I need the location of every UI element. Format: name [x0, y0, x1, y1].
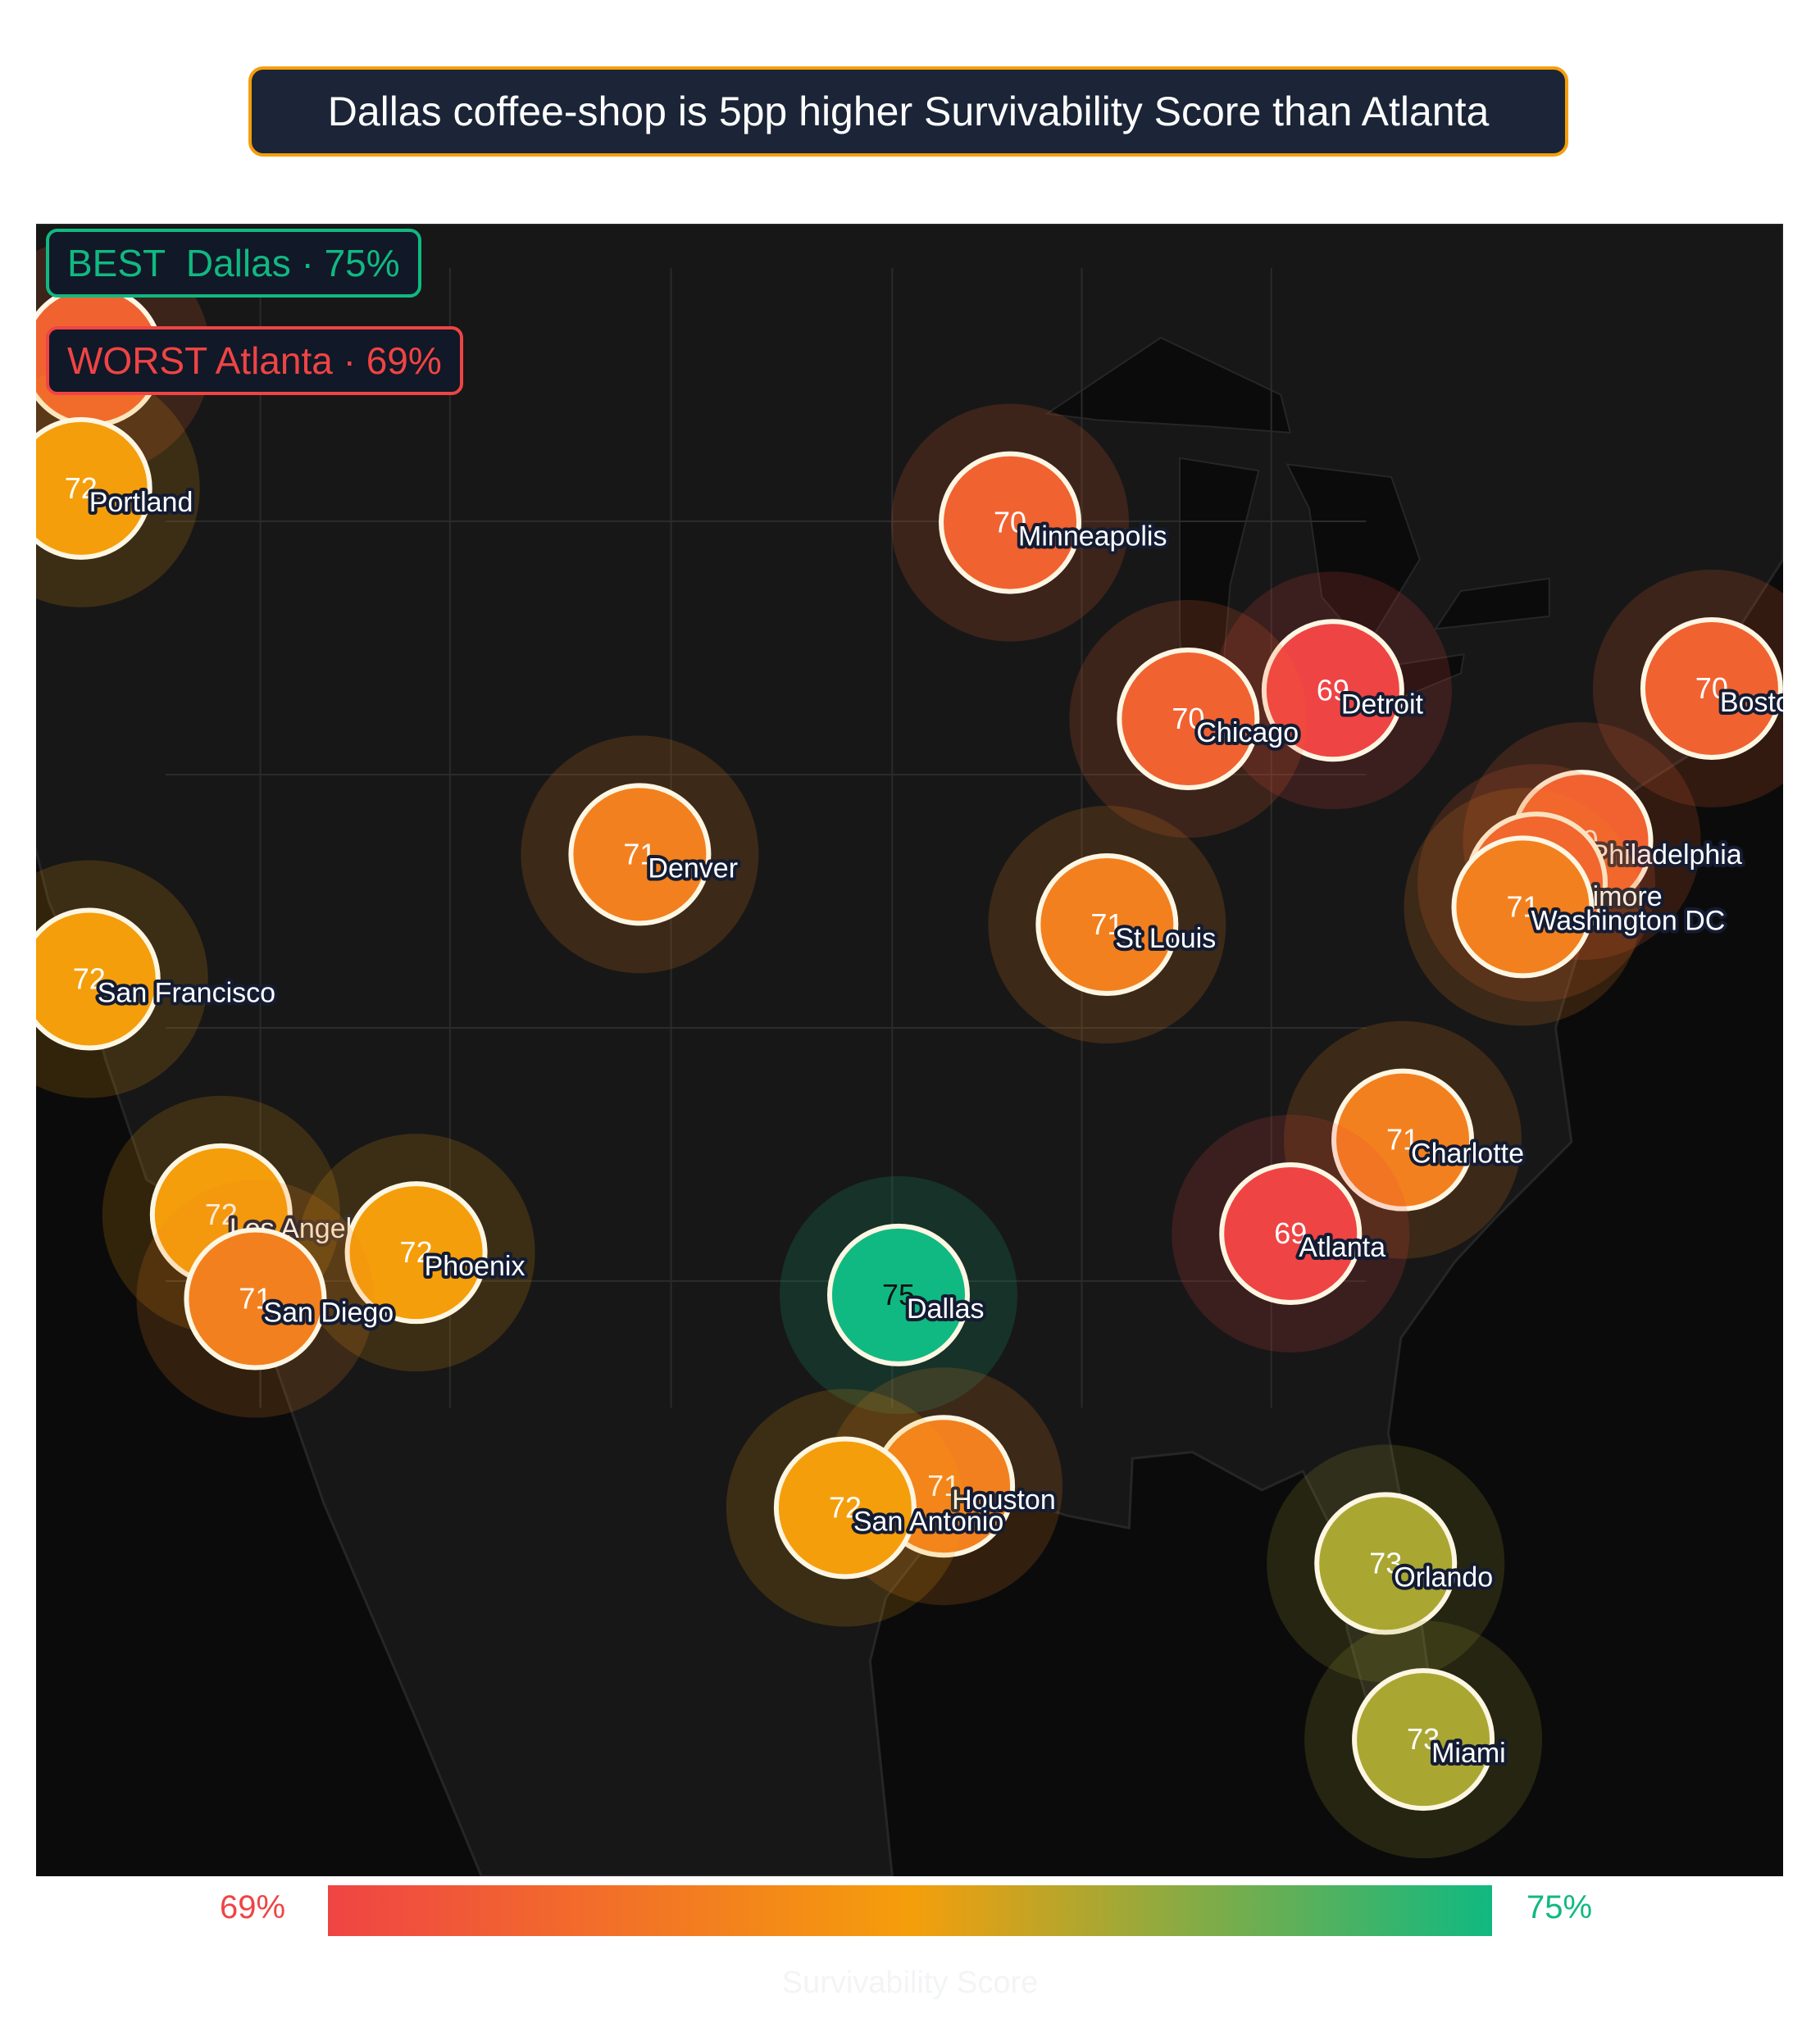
city-name-label: San Antonio	[853, 1506, 1003, 1537]
city-bubble[interactable]	[344, 1181, 488, 1325]
city-value-label: 69	[1317, 673, 1349, 707]
city-value-label: 72	[400, 1235, 433, 1269]
city-value-label: 73	[1369, 1546, 1402, 1580]
city-value-label: 72	[73, 961, 106, 995]
chart-title: Dallas coffee-shop is 5pp higher Surviva…	[248, 66, 1568, 157]
city-bubble[interactable]	[36, 416, 152, 560]
legend-max-label: 75%	[1527, 1889, 1593, 1925]
city-value-label: 71	[927, 1469, 960, 1502]
city-value-label: 71	[623, 837, 656, 870]
city-bubble[interactable]	[1117, 648, 1260, 791]
city-name-label: Charlotte	[1411, 1139, 1524, 1170]
map-panel[interactable]: 70Seattle72Portland70Minneapolis69Detroi…	[36, 224, 1783, 1876]
city-bubble[interactable]	[1219, 1162, 1363, 1305]
city-value-label: 75	[882, 1278, 915, 1311]
city-value-label: 70	[994, 506, 1026, 539]
city-markers: 70Seattle72Portland70Minneapolis69Detroi…	[36, 237, 1783, 1859]
lake	[1434, 577, 1550, 630]
city-name-label: San Diego	[263, 1298, 394, 1329]
city-value-label: 70	[1695, 671, 1728, 705]
city-name-label: Houston	[952, 1484, 1056, 1516]
city-value-label: 71	[1090, 907, 1123, 941]
city-name-label: Minneapolis	[1018, 521, 1167, 552]
lake	[1044, 336, 1292, 434]
city-name-label: Dallas	[907, 1293, 984, 1325]
city-name-label: Phoenix	[425, 1251, 526, 1282]
city-bubble[interactable]	[1035, 853, 1179, 997]
city-value-label: 72	[65, 471, 98, 505]
city-name-label: St Louis	[1115, 923, 1216, 954]
city-value-label: 71	[1386, 1123, 1419, 1157]
city-value-label: 72	[829, 1490, 862, 1524]
city-name-label: Boston	[1720, 687, 1783, 718]
legend-title: Survivability Score	[781, 1966, 1039, 2000]
city-name-label: San Francisco	[98, 977, 275, 1008]
city-name-label: Orlando	[1394, 1561, 1493, 1593]
city-value-label: 70	[1172, 702, 1204, 735]
city-bubble[interactable]	[184, 1227, 327, 1371]
city-name-label: Washington DC	[1531, 905, 1725, 936]
city-name-label: Detroit	[1341, 689, 1424, 720]
city-name-label: Atlanta	[1299, 1232, 1385, 1263]
city-bubble[interactable]	[827, 1223, 971, 1366]
city-bubble[interactable]	[36, 907, 161, 1051]
city-name-label: Philadelphia	[1590, 839, 1742, 870]
city-bubble[interactable]	[939, 451, 1082, 594]
city-bubble[interactable]	[1314, 1492, 1458, 1635]
city-value-label: 69	[1274, 1216, 1307, 1250]
worst-city-badge: WORST Atlanta · 69%	[46, 326, 463, 395]
city-value-label: 71	[1506, 889, 1539, 923]
city-bubble[interactable]	[1451, 835, 1595, 979]
city-value-label: 71	[239, 1282, 271, 1316]
city-name-label: Miami	[1431, 1738, 1506, 1769]
city-marker-boston[interactable]: 70Boston	[1592, 569, 1783, 807]
legend-min-label: 69%	[220, 1889, 286, 1925]
city-name-label: Portland	[89, 487, 193, 518]
best-city-badge: BEST Dallas · 75%	[46, 229, 421, 298]
city-name-label: Denver	[648, 852, 738, 884]
city-value-label: 72	[205, 1198, 238, 1231]
city-bubble[interactable]	[773, 1436, 917, 1580]
city-name-label: Chicago	[1196, 717, 1299, 748]
city-bubble[interactable]	[1640, 616, 1783, 760]
city-bubble[interactable]	[568, 783, 712, 926]
city-bubble[interactable]	[1352, 1668, 1495, 1811]
color-scale-bar	[328, 1885, 1492, 1936]
city-value-label: 73	[1407, 1722, 1440, 1756]
city-bubble[interactable]	[1261, 619, 1404, 762]
city-bubble[interactable]	[1331, 1068, 1475, 1211]
map-canvas[interactable]: 70Seattle72Portland70Minneapolis69Detroi…	[36, 224, 1783, 1876]
